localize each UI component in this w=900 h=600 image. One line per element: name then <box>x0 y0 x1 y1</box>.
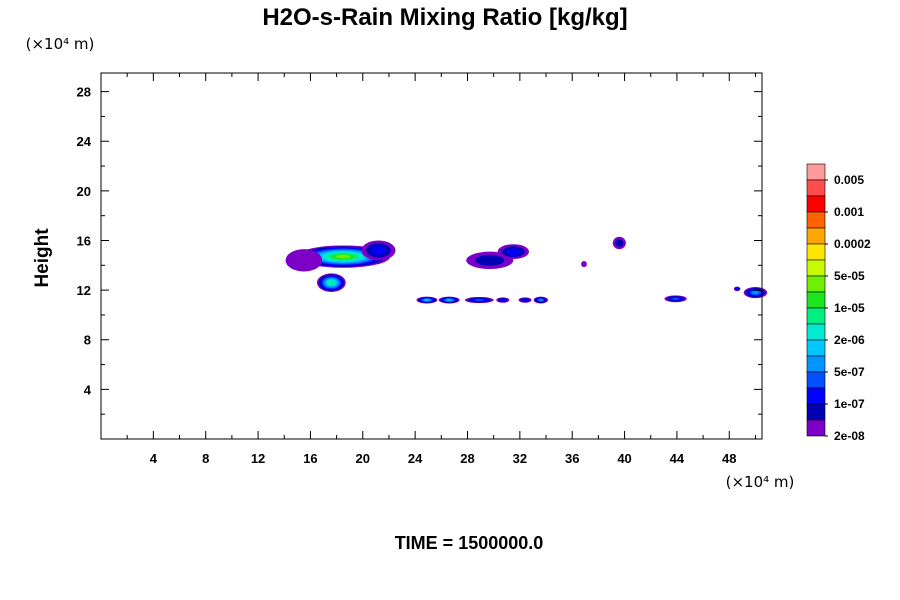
colorbar-swatch <box>806 307 826 325</box>
x-tick-label: 8 <box>202 451 209 466</box>
colorbar-swatch <box>806 195 826 213</box>
colorbar-swatch <box>806 275 826 293</box>
contour-level <box>370 246 387 255</box>
x-tick-label: 44 <box>670 451 685 466</box>
contour-cell <box>416 296 438 304</box>
colorbar-swatch <box>806 163 826 181</box>
contour-cell <box>285 249 323 272</box>
colorbar-swatch <box>806 179 826 197</box>
contour-cell <box>316 273 346 292</box>
colorbar-label: 5e-05 <box>834 269 865 283</box>
chart-title: H2O-s-Rain Mixing Ratio [kg/kg] <box>262 4 627 31</box>
y-tick-label: 4 <box>84 382 92 397</box>
colorbar-swatch <box>806 243 826 261</box>
contour-cell <box>533 296 548 304</box>
colorbar-label: 0.005 <box>834 173 864 187</box>
x-tick-label: 4 <box>150 451 158 466</box>
y-tick-label: 16 <box>77 233 91 248</box>
y-tick-label: 24 <box>77 134 92 149</box>
y-tick-label: 12 <box>77 283 91 298</box>
y-tick-label: 28 <box>77 85 91 100</box>
contour-cell <box>497 244 530 260</box>
x-axis-unit: (×10⁴ m) <box>726 473 795 491</box>
contour-level <box>522 298 528 302</box>
colorbar-swatch <box>806 259 826 277</box>
contour-cell <box>743 287 768 299</box>
x-tick-label: 24 <box>408 451 423 466</box>
contour-level <box>671 297 680 301</box>
y-tick-label: 8 <box>84 333 91 348</box>
colorbar-swatch <box>806 339 826 357</box>
rain-contour-fields <box>285 236 768 304</box>
contour-cell <box>518 297 532 303</box>
contour-cell <box>733 286 741 292</box>
colorbar-swatch <box>806 323 826 341</box>
x-tick-label: 40 <box>617 451 631 466</box>
x-axis: 4 8 12 16 20 24 28 32 36 40 44 48 <box>126 73 756 466</box>
x-tick-label: 28 <box>460 451 474 466</box>
colorbar-label: 2e-08 <box>834 429 865 443</box>
colorbar-label: 5e-07 <box>834 365 865 379</box>
contour-level <box>538 299 543 302</box>
colorbar-label: 2e-06 <box>834 333 865 347</box>
colorbar-label: 0.0002 <box>834 237 871 251</box>
contour-level <box>581 260 587 268</box>
y-tick-label: 20 <box>77 184 91 199</box>
contour-level <box>615 239 624 247</box>
time-label: TIME = 1500000.0 <box>395 533 544 553</box>
contour-level <box>735 287 739 290</box>
y-axis-label: Height <box>32 228 53 288</box>
colorbar-label: 1e-07 <box>834 397 865 411</box>
colorbar-swatch <box>806 419 826 437</box>
contour-level <box>474 298 485 302</box>
colorbar-swatch <box>806 371 826 389</box>
colorbar-legend: 0.005 0.001 0.0002 5e-05 1e-05 2e-06 5e-07 1e-0… <box>806 163 871 443</box>
contour-cell <box>581 260 587 268</box>
colorbar-label: 0.001 <box>834 205 864 219</box>
contour-cell <box>612 236 626 250</box>
contour-level <box>752 291 759 295</box>
x-tick-label: 48 <box>722 451 736 466</box>
x-tick-label: 12 <box>251 451 265 466</box>
contour-cell <box>664 295 687 303</box>
y-axis-unit: (×10⁴ m) <box>26 35 95 53</box>
contour-level <box>475 254 505 266</box>
contour-level <box>506 248 521 255</box>
contour-level <box>499 298 506 302</box>
contour-level <box>336 254 351 259</box>
contour-cell <box>464 296 494 304</box>
colorbar-swatch <box>806 387 826 405</box>
colorbar-swatch <box>806 211 826 229</box>
contour-cell <box>438 296 460 304</box>
x-tick-label: 16 <box>303 451 317 466</box>
contour-level <box>446 299 452 301</box>
colorbar-label: 1e-05 <box>834 301 865 315</box>
colorbar-swatch <box>806 227 826 245</box>
colorbar-swatch <box>806 291 826 309</box>
colorbar-swatch <box>806 355 826 373</box>
contour-level <box>328 280 335 285</box>
x-tick-label: 32 <box>513 451 527 466</box>
contour-level <box>424 299 430 301</box>
plot-frame <box>100 72 763 440</box>
contour-cell <box>496 297 510 303</box>
colorbar-swatch <box>806 403 826 421</box>
contour-cell <box>361 240 396 261</box>
x-tick-label: 20 <box>356 451 370 466</box>
x-tick-label: 36 <box>565 451 579 466</box>
contour-level <box>285 249 323 272</box>
y-axis: 4 8 12 16 20 24 28 <box>77 85 762 415</box>
